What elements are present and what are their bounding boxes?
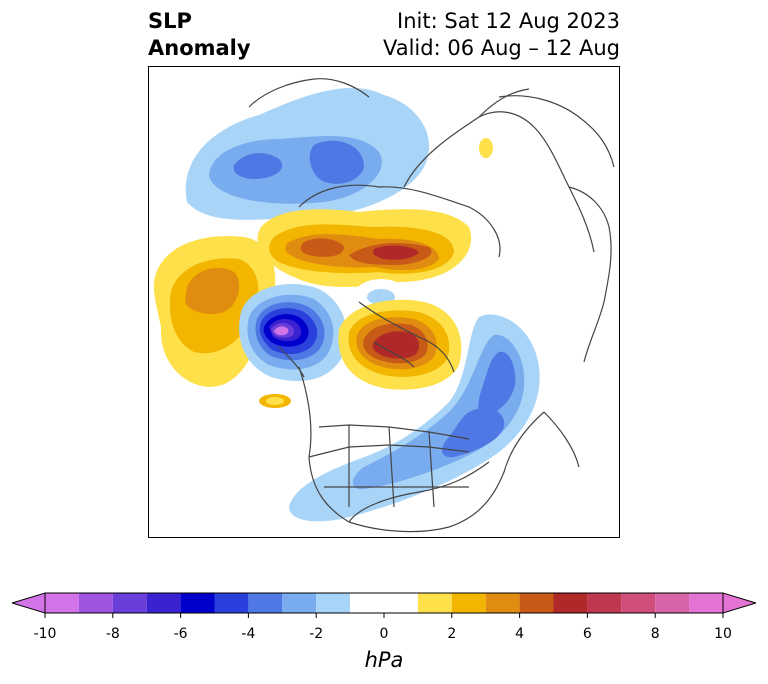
map-title: SLP Anomaly <box>148 8 251 62</box>
colorbar-tick-label: 6 <box>582 626 592 642</box>
colorbar-segment <box>214 593 249 613</box>
high-anomaly-canada <box>338 299 462 390</box>
date-info: Init: Sat 12 Aug 2023 Valid: 06 Aug – 12… <box>383 8 620 62</box>
colorbar-tick-label: 4 <box>515 626 525 642</box>
colorbar-segment <box>180 593 215 613</box>
colorbar-tick-label: 10 <box>714 626 732 642</box>
colorbar-tick-label: 8 <box>650 626 660 642</box>
colorbar-tick-label: -8 <box>105 626 120 642</box>
title-line-1: SLP <box>148 9 192 33</box>
colorbar-segment <box>451 593 486 613</box>
colorbar-segment <box>112 593 147 613</box>
coastlines <box>248 78 615 533</box>
low-anomaly-pacific <box>239 283 347 382</box>
colorbar-segment <box>282 593 317 613</box>
colorbar-segment <box>519 593 554 613</box>
valid-range: Valid: 06 Aug – 12 Aug <box>382 36 620 60</box>
colorbar-segment <box>248 593 283 613</box>
colorbar-tick-label: -2 <box>309 626 324 642</box>
colorbar-tick-label: -10 <box>33 626 57 642</box>
colorbar-segment <box>689 593 723 613</box>
colorbar-segment <box>485 593 520 613</box>
colorbar-segment <box>146 593 181 613</box>
colorbar-segment <box>417 593 452 613</box>
colorbar-segment <box>316 593 351 613</box>
colorbar-tick-label: 2 <box>447 626 457 642</box>
colorbar-tick-label: 0 <box>379 626 389 642</box>
colorbar-segment <box>350 593 418 613</box>
init-date: Init: Sat 12 Aug 2023 <box>397 9 620 33</box>
low-anomaly-atlantic <box>289 138 540 522</box>
colorbar-segment <box>78 593 113 613</box>
colorbar-segment <box>45 593 79 613</box>
colorbar-tick-label: -4 <box>241 626 256 642</box>
map-panel <box>148 66 620 538</box>
colorbar-tick-label: -6 <box>173 626 188 642</box>
colorbar-unit: hPa <box>364 648 404 672</box>
title-line-2: Anomaly <box>148 36 251 60</box>
colorbar-segment <box>621 593 656 613</box>
colorbar <box>12 592 756 618</box>
colorbar-extend-high <box>723 593 756 613</box>
high-anomaly-arctic-band <box>257 209 472 315</box>
colorbar-segment <box>587 593 622 613</box>
anomaly-map <box>153 78 615 533</box>
colorbar-extend-low <box>12 593 45 613</box>
colorbar-segment <box>553 593 588 613</box>
colorbar-segment <box>655 593 690 613</box>
